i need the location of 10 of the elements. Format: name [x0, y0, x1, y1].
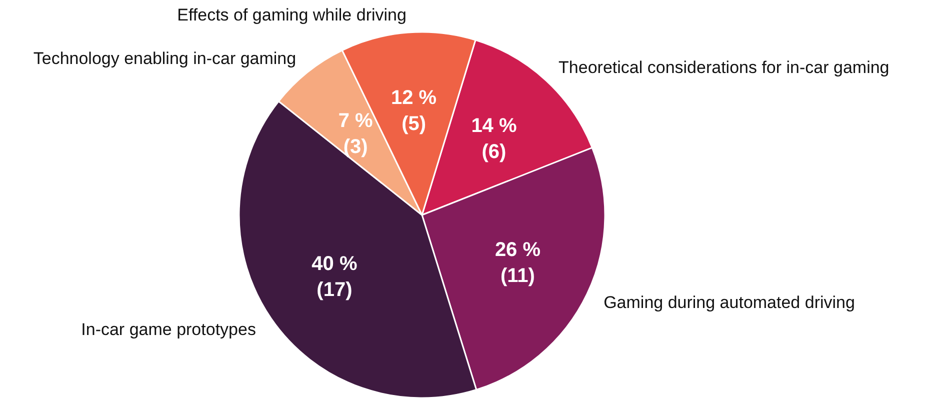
slice-label: In-car game prototypes: [81, 320, 256, 339]
data-label: 26 % (11): [494, 238, 541, 287]
data-label: 40 % (17): [312, 253, 358, 302]
data-label: 12 % (5): [391, 87, 437, 136]
slice-label: Theoretical considerations for in-car gaming: [558, 58, 890, 78]
data-label: 7 % (3): [338, 110, 374, 158]
slice-label: Effects of gaming while driving: [177, 5, 406, 24]
slice-label: Technology enabling in-car gaming: [33, 48, 296, 68]
slice-label: Gaming during automated driving: [604, 292, 855, 312]
data-label: 14 % (6): [471, 115, 518, 164]
